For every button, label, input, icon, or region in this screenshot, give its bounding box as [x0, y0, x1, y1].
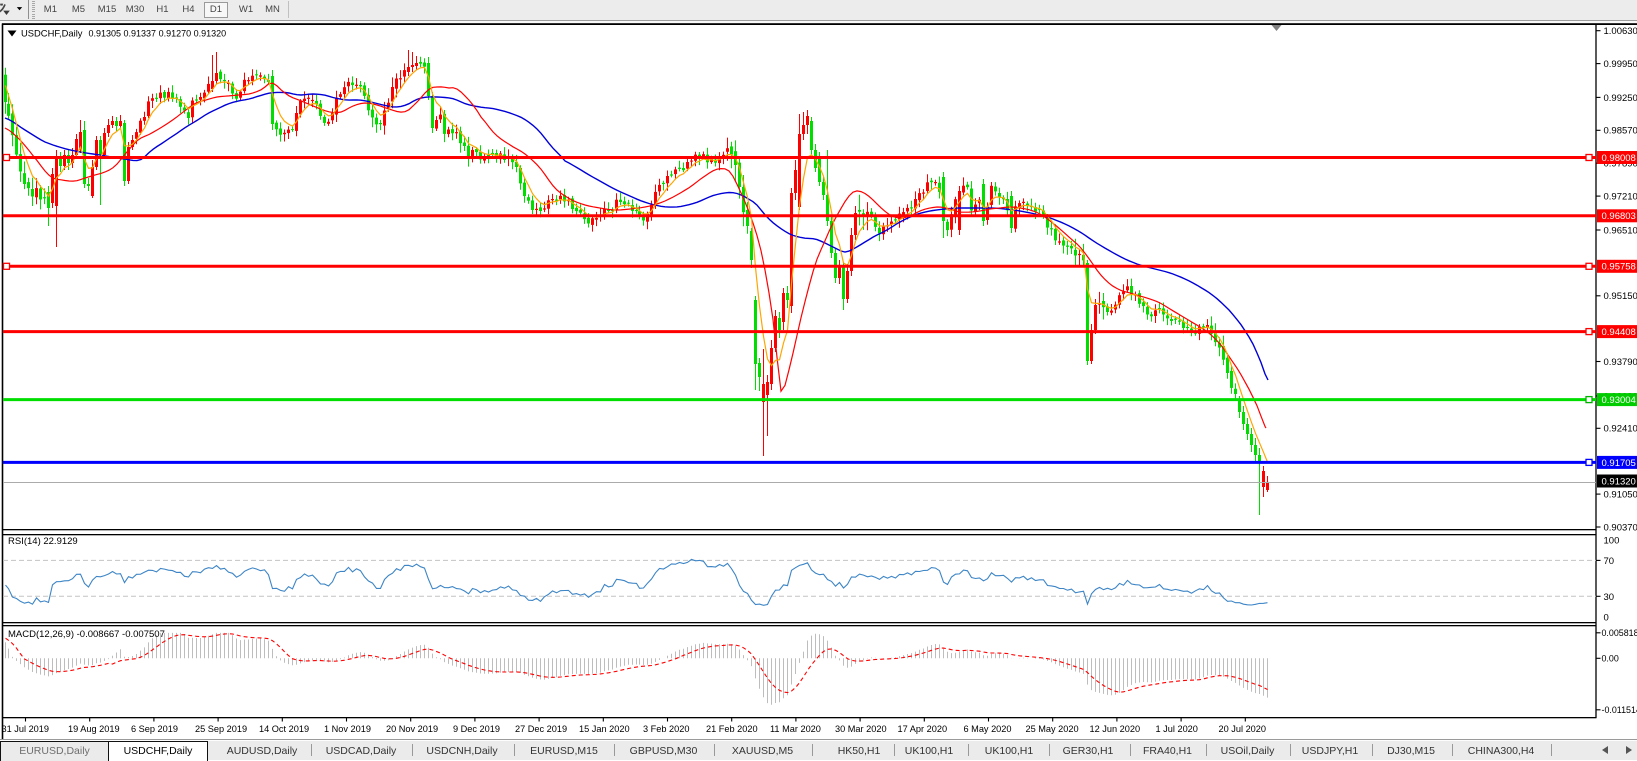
- svg-text:0.005818: 0.005818: [1602, 628, 1637, 638]
- svg-text:0.92410: 0.92410: [1604, 424, 1637, 435]
- svg-text:1 Jul 2020: 1 Jul 2020: [1156, 724, 1198, 734]
- svg-text:12 Jun 2020: 12 Jun 2020: [1090, 724, 1141, 734]
- svg-text:25 May 2020: 25 May 2020: [1026, 724, 1079, 734]
- svg-text:0.95150: 0.95150: [1604, 291, 1637, 302]
- svg-text:17 Apr 2020: 17 Apr 2020: [898, 724, 948, 734]
- svg-text:30: 30: [1604, 592, 1615, 603]
- svg-text:1.00630: 1.00630: [1604, 26, 1637, 37]
- svg-text:0.98570: 0.98570: [1604, 126, 1637, 137]
- svg-text:21 Feb 2020: 21 Feb 2020: [706, 724, 758, 734]
- svg-text:0.96803: 0.96803: [1602, 211, 1636, 222]
- svg-text:15 Jan 2020: 15 Jan 2020: [579, 724, 630, 734]
- svg-text:0.93790: 0.93790: [1604, 357, 1637, 368]
- svg-text:100: 100: [1604, 536, 1620, 547]
- svg-text:31 Jul 2019: 31 Jul 2019: [2, 724, 50, 734]
- svg-text:3 Feb 2020: 3 Feb 2020: [643, 724, 690, 734]
- svg-text:6 May 2020: 6 May 2020: [964, 724, 1012, 734]
- svg-text:0.91305 0.91337 0.91270 0.9132: 0.91305 0.91337 0.91270 0.91320: [89, 29, 227, 39]
- svg-text:19 Aug 2019: 19 Aug 2019: [68, 724, 120, 734]
- svg-text:-0.011514: -0.011514: [1602, 705, 1637, 715]
- svg-text:0.91050: 0.91050: [1604, 490, 1637, 501]
- svg-text:25 Sep 2019: 25 Sep 2019: [195, 724, 247, 734]
- svg-text:0.93004: 0.93004: [1602, 395, 1636, 406]
- svg-text:0.98008: 0.98008: [1602, 153, 1636, 164]
- svg-text:0.99250: 0.99250: [1604, 93, 1637, 104]
- svg-text:27 Dec 2019: 27 Dec 2019: [515, 724, 567, 734]
- svg-text:0.00: 0.00: [1602, 654, 1619, 664]
- svg-text:USDCHF,Daily: USDCHF,Daily: [21, 28, 83, 39]
- svg-text:30 Mar 2020: 30 Mar 2020: [835, 724, 887, 734]
- svg-text:RSI(14) 22.9129: RSI(14) 22.9129: [8, 536, 78, 547]
- svg-text:0: 0: [1604, 613, 1609, 624]
- svg-text:20 Jul 2020: 20 Jul 2020: [1219, 724, 1267, 734]
- svg-text:0.91320: 0.91320: [1602, 476, 1636, 487]
- svg-text:14 Oct 2019: 14 Oct 2019: [259, 724, 309, 734]
- svg-text:0.95758: 0.95758: [1602, 262, 1636, 273]
- svg-text:70: 70: [1604, 556, 1615, 567]
- svg-text:0.90370: 0.90370: [1604, 522, 1637, 533]
- svg-text:9 Dec 2019: 9 Dec 2019: [453, 724, 500, 734]
- svg-text:0.96510: 0.96510: [1604, 225, 1637, 236]
- svg-text:6 Sep 2019: 6 Sep 2019: [131, 724, 178, 734]
- svg-text:0.99950: 0.99950: [1604, 59, 1637, 70]
- svg-text:MACD(12,26,9) -0.008667 -0.007: MACD(12,26,9) -0.008667 -0.007507: [8, 629, 165, 640]
- svg-text:0.91705: 0.91705: [1602, 458, 1636, 469]
- svg-text:20 Nov 2019: 20 Nov 2019: [386, 724, 438, 734]
- svg-text:0.94408: 0.94408: [1602, 327, 1636, 338]
- svg-text:1 Nov 2019: 1 Nov 2019: [324, 724, 371, 734]
- svg-text:11 Mar 2020: 11 Mar 2020: [770, 724, 821, 734]
- svg-text:0.97210: 0.97210: [1604, 192, 1637, 203]
